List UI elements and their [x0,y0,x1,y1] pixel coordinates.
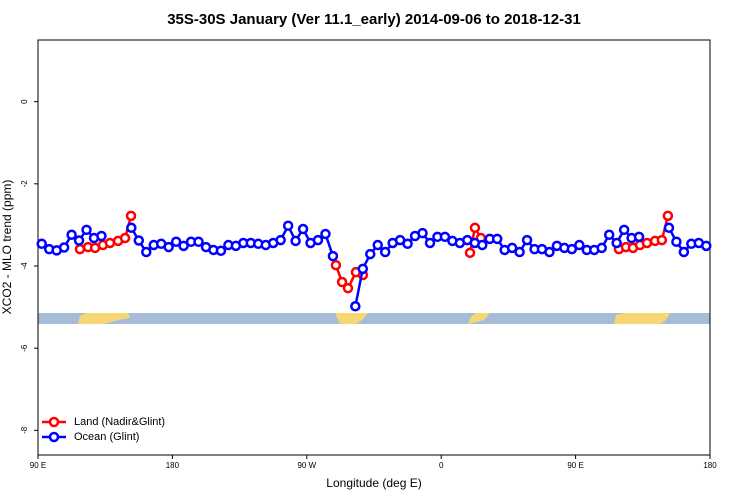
x-tick-label: 90 W [297,461,316,470]
point [671,236,682,247]
x-tick-label: 90 E [30,461,46,470]
point [417,227,428,239]
point [327,250,339,262]
land-patch [614,313,670,324]
point [126,222,137,234]
point [491,233,503,245]
point [469,222,481,234]
point [365,248,376,260]
point [566,243,578,255]
legend-label: Land (Nadir&Glint) [74,416,165,428]
y-tick-label: -6 [20,344,29,352]
point [104,237,116,249]
point [618,224,630,236]
point [96,230,107,242]
point [350,301,361,312]
point [544,246,555,258]
point [125,210,137,222]
point [312,234,324,246]
point [662,210,674,222]
x-tick-label: 180 [703,461,717,470]
y-tick-label: 0 [20,99,29,104]
y-axis-label: XCO2 - MLO trend (ppm) [0,180,14,315]
point [574,239,585,251]
x-tick-label: 0 [439,461,444,470]
chart-title: 35S-30S January (Ver 11.1_early) 2014-09… [167,11,581,28]
point [215,245,227,257]
point [66,229,77,241]
point [372,239,383,251]
point [633,231,645,243]
point [330,259,342,271]
ocean-band [38,313,710,324]
point [357,263,369,275]
legend-marker [48,416,60,428]
point [379,246,391,258]
point [170,236,182,247]
point [141,246,152,258]
point [402,238,413,250]
point [596,242,607,254]
surface-band [38,313,710,324]
land-patch [468,313,490,324]
land-patch [335,313,368,324]
point [678,246,690,258]
point [320,228,331,240]
point [701,240,712,252]
point [656,234,668,246]
point [603,229,615,241]
x-axis-label: Longitude (deg E) [326,476,421,490]
point [275,234,286,246]
y-tick-label: -8 [20,426,29,434]
point [477,239,488,251]
point [663,222,675,234]
x-tick-label: 180 [166,461,180,470]
point [133,235,145,246]
point [119,232,131,244]
point [611,237,622,249]
point [178,240,189,252]
point [521,234,533,246]
point [297,223,309,235]
point [342,282,354,294]
point [439,231,451,243]
point [464,247,476,259]
point [36,238,47,250]
point [641,237,653,249]
point [163,241,174,253]
point [282,220,294,231]
point [506,242,518,254]
point [74,243,86,255]
point [58,242,70,253]
y-tick-label: -4 [20,262,29,270]
x-tick-label: 90 E [567,461,583,470]
legend-marker [48,431,60,443]
point [514,246,525,258]
point [193,236,204,247]
point [290,235,301,247]
point [73,235,85,246]
land-patch [78,313,130,324]
point [81,224,92,236]
legend-label: Ocean (Glint) [74,431,139,443]
point [424,237,436,249]
point [336,276,348,288]
y-tick-label: -2 [20,180,29,188]
